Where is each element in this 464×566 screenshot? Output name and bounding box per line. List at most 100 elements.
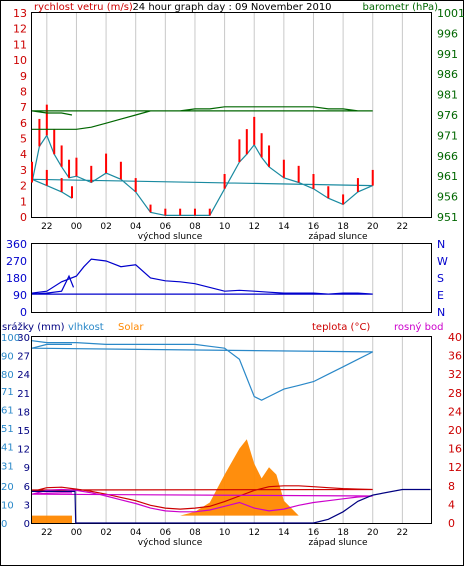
temperature-tick-label: 32 — [448, 368, 462, 381]
x-tick-label: 18 — [337, 528, 349, 538]
rain-tick-label: 18 — [17, 407, 30, 418]
rain-axis-label: srážky (mm) — [2, 321, 65, 333]
wind-average-line — [31, 134, 373, 216]
humidity-tick-label: 10 — [1, 500, 14, 511]
panel-climate-x-ticks: 22 00 02 04 06 08 10 12 14 16 18 20 22 — [41, 528, 408, 538]
temperature-tick-label: 24 — [448, 405, 462, 418]
direction-compass-tick-label: E — [437, 289, 444, 302]
wind-speed-tick-label: 8 — [20, 85, 27, 98]
x-tick-label: 08 — [189, 528, 201, 538]
temperature-tick-label: 16 — [448, 443, 462, 456]
panel-direction-plot — [31, 243, 432, 313]
wind-direction-line — [31, 258, 373, 295]
x-tick-label: 22 — [397, 222, 408, 232]
humidity-tick-label: 0 — [1, 519, 7, 530]
solar-axis-label: Solar — [118, 322, 144, 333]
x-tick-label: 00 — [71, 222, 83, 232]
sunrise-label-1: východ slunce — [138, 232, 203, 242]
barometer-tick-label: 981 — [437, 89, 458, 102]
x-tick-label: 20 — [367, 528, 379, 538]
rain-tick-label: 30 — [17, 333, 30, 344]
wind-speed-tick-label: 13 — [13, 7, 27, 20]
wind-speed-tick-label: 11 — [13, 38, 27, 51]
humidity-tick-label: 31 — [1, 461, 14, 472]
sunset-label-1: západ slunce — [308, 232, 368, 242]
barometer-tick-label: 966 — [437, 150, 458, 163]
x-tick-label: 18 — [337, 222, 349, 232]
humidity-tick-label: 80 — [1, 370, 14, 381]
x-tick-label: 22 — [397, 528, 408, 538]
x-tick-label: 14 — [278, 528, 290, 538]
rain-tick-label: 24 — [17, 370, 30, 381]
barometer-tick-label: 986 — [437, 68, 458, 81]
x-tick-label: 08 — [189, 222, 201, 232]
wind-speed-tick-label: 2 — [20, 180, 27, 193]
wind-speed-tick-label: 5 — [20, 133, 27, 146]
rain-tick-label: 3 — [24, 500, 30, 511]
temperature-tick-label: 20 — [448, 424, 462, 437]
temperature-tick-label: 12 — [448, 461, 462, 474]
x-tick-label: 00 — [71, 528, 83, 538]
wind-speed-tick-label: 4 — [20, 148, 27, 161]
wind-speed-tick-label: 12 — [13, 23, 27, 36]
wind-speed-tick-label: 0 — [20, 211, 27, 224]
x-tick-label: 16 — [308, 528, 320, 538]
x-tick-label: 10 — [219, 528, 231, 538]
rain-tick-label: 27 — [17, 352, 30, 363]
dew-point-line — [31, 488, 373, 513]
direction-degree-tick-label: 270 — [6, 255, 27, 268]
x-tick-label: 06 — [160, 222, 172, 232]
rain-line — [32, 488, 431, 524]
wind-speed-tick-label: 1 — [20, 195, 27, 208]
humidity-tick-label: 71 — [1, 387, 14, 398]
x-tick-label: 12 — [248, 528, 259, 538]
x-tick-label: 04 — [130, 222, 142, 232]
rain-tick-label: 9 — [24, 463, 30, 474]
direction-degree-tick-label: 90 — [13, 289, 27, 302]
sunset-label-2: západ slunce — [308, 538, 368, 548]
page-title: 24 hour graph day : 09 November 2010 — [132, 2, 331, 13]
barometer-tick-label: 991 — [437, 48, 458, 61]
barometer-tick-label: 961 — [437, 170, 458, 183]
temperature-tick-label: 28 — [448, 387, 462, 400]
temperature-tick-label: 8 — [448, 480, 455, 493]
rain-tick-label: 12 — [17, 445, 30, 456]
rain-tick-label: 15 — [17, 426, 30, 437]
panel-wind-series — [31, 104, 374, 216]
barometer-tick-label: 956 — [437, 191, 458, 204]
solar-area — [32, 439, 329, 523]
humidity-tick-label: 61 — [1, 406, 14, 417]
temperature-tick-label: 4 — [448, 498, 455, 511]
direction-degree-tick-label: 180 — [6, 272, 27, 285]
barometer-tick-label: 951 — [437, 211, 458, 224]
barometer-ticks: 1001 996 991 986 981 976 971 966 961 956 951 — [437, 7, 464, 224]
rain-tick-label: 6 — [24, 482, 30, 493]
dew-point-axis-label: rosný bod — [394, 321, 443, 333]
barometer-tick-label: 976 — [437, 109, 458, 122]
temperature-tick-label: 40 — [448, 331, 462, 344]
x-tick-label: 10 — [219, 222, 231, 232]
barometer-axis-label: barometr (hPa) — [363, 2, 439, 13]
temperature-tick-label: 36 — [448, 350, 462, 363]
wind-speed-tick-label: 3 — [20, 164, 27, 177]
x-tick-label: 22 — [41, 528, 52, 538]
direction-degree-ticks: 360 270 180 90 0 — [6, 238, 27, 319]
barometer-tick-label: 1001 — [437, 7, 464, 20]
x-tick-label: 12 — [248, 222, 259, 232]
humidity-axis-label: vlhkost — [68, 322, 104, 333]
x-tick-label: 06 — [160, 528, 172, 538]
temperature-axis-label: teplota (°C) — [312, 322, 370, 333]
direction-compass-tick-label: S — [437, 272, 444, 285]
x-tick-label: 02 — [100, 222, 111, 232]
humidity-tick-label: 90 — [1, 352, 14, 363]
panel-direction-grid — [46, 244, 403, 312]
humidity-tick-label: 100 — [1, 333, 20, 344]
humidity-tick-label: 41 — [1, 443, 14, 454]
direction-compass-tick-label: N — [437, 238, 445, 251]
